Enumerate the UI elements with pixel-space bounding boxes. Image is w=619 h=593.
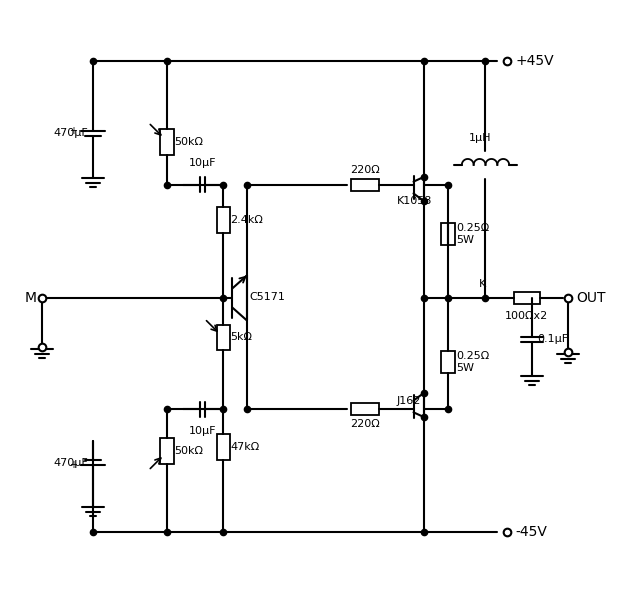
Bar [514,292,540,304]
Text: J162: J162 [397,396,421,406]
Text: C5171: C5171 [250,292,286,302]
Text: K1058: K1058 [397,196,432,206]
Text: 470μF: 470μF [53,458,88,468]
Text: 0.1μF: 0.1μF [538,334,569,345]
Text: 100Ωx2: 100Ωx2 [505,311,548,321]
Text: K: K [479,279,486,289]
Text: M: M [25,291,37,305]
Text: +: + [69,126,77,136]
Text: 220Ω: 220Ω [350,419,380,429]
Text: 0.25Ω
5W: 0.25Ω 5W [456,223,489,245]
Bar [217,324,230,350]
Bar [352,403,379,415]
Bar [217,208,230,233]
Text: 1μH: 1μH [469,133,492,143]
Text: +45V: +45V [515,55,553,68]
Text: 50kΩ: 50kΩ [174,446,203,456]
Text: 10μF: 10μF [189,426,216,436]
Text: 5kΩ: 5kΩ [230,333,252,342]
Text: -45V: -45V [515,525,547,538]
Text: 47kΩ: 47kΩ [230,442,259,452]
Text: 50kΩ: 50kΩ [174,137,203,147]
Text: 10μF: 10μF [189,158,216,168]
Text: +: + [69,460,77,470]
Text: 2.4kΩ: 2.4kΩ [230,215,263,225]
Text: 0.25Ω
5W: 0.25Ω 5W [456,351,489,373]
Bar [441,351,455,373]
Text: 220Ω: 220Ω [350,165,380,175]
Bar [160,129,174,155]
Bar [160,438,174,464]
Text: OUT: OUT [576,291,606,305]
Bar [217,434,230,460]
Bar [441,223,455,245]
Bar [352,178,379,190]
Text: 470μF: 470μF [53,128,88,138]
